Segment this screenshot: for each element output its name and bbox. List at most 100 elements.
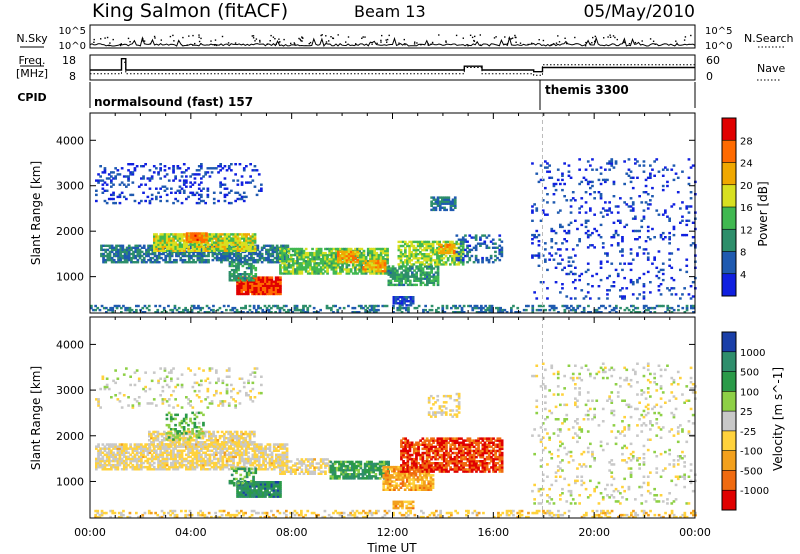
- noise-search-point: [332, 37, 335, 40]
- noise-search-point: [194, 42, 196, 45]
- heatmap-cell: [150, 193, 154, 197]
- heatmap-cell: [110, 179, 113, 182]
- heatmap-cell: [279, 284, 282, 287]
- heatmap-cell: [122, 195, 126, 199]
- heatmap-cell: [242, 306, 245, 310]
- heatmap-cell: [496, 256, 499, 260]
- heatmap-cell: [571, 260, 575, 263]
- heatmap-cell: [542, 304, 545, 308]
- heatmap-cell: [208, 249, 212, 252]
- heatmap-cell: [455, 234, 459, 237]
- heatmap-cell: [228, 252, 232, 256]
- noise-left-label: N.Sky: [16, 32, 48, 45]
- heatmap-cell: [634, 311, 637, 314]
- heatmap-cell: [525, 308, 528, 312]
- heatmap-cell: [285, 247, 289, 251]
- heatmap-cell: [148, 463, 152, 467]
- heatmap-cell: [133, 459, 137, 463]
- heatmap-cell: [157, 463, 160, 467]
- heatmap-cell: [574, 311, 577, 314]
- heatmap-cell: [356, 258, 359, 262]
- heatmap-cell: [155, 235, 158, 238]
- heatmap-cell: [406, 283, 410, 287]
- heatmap-cell: [157, 239, 160, 242]
- heatmap-cell: [245, 165, 248, 168]
- heatmap-cell: [476, 242, 480, 245]
- heatmap-cell: [167, 457, 171, 461]
- heatmap-cell: [661, 231, 665, 235]
- heatmap-cell: [287, 272, 291, 275]
- heatmap-cell: [291, 266, 295, 269]
- heatmap-cell: [358, 256, 361, 259]
- heatmap-cell: [661, 168, 665, 171]
- heatmap-cell: [360, 247, 364, 251]
- heatmap-cell: [170, 465, 173, 469]
- heatmap-cell: [691, 236, 695, 239]
- heatmap-cell: [245, 266, 249, 270]
- heatmap-cell: [373, 261, 376, 265]
- heatmap-cell: [360, 264, 364, 267]
- noise-marks: [89, 34, 696, 47]
- heatmap-cell: [391, 267, 395, 270]
- heatmap-cell: [234, 404, 237, 407]
- heatmap-cell: [642, 285, 646, 288]
- heatmap-cell: [360, 262, 364, 265]
- heatmap-cell: [225, 389, 229, 393]
- heatmap-cell: [311, 266, 314, 269]
- heatmap-cell: [281, 247, 284, 251]
- heatmap-cell: [397, 257, 401, 260]
- heatmap-cell: [421, 248, 424, 252]
- heatmap-cell: [174, 468, 177, 471]
- heatmap-cell: [148, 177, 152, 180]
- heatmap-cell: [135, 449, 139, 452]
- heatmap-cell: [689, 285, 693, 288]
- heatmap-cell: [672, 225, 676, 229]
- heatmap-cell: [377, 270, 380, 273]
- heatmap-cell: [397, 248, 401, 252]
- heatmap-cell: [200, 453, 203, 457]
- heatmap-cell: [236, 237, 240, 240]
- heatmap-cell: [619, 306, 622, 310]
- heatmap-cell: [387, 279, 391, 282]
- heatmap-cell: [384, 249, 387, 253]
- heatmap-cell: [366, 253, 370, 257]
- heatmap-cell: [225, 245, 229, 248]
- heatmap-cell: [256, 246, 260, 249]
- heatmap-cell: [400, 311, 404, 314]
- heatmap-cell: [438, 196, 442, 199]
- heatmap-cell: [197, 463, 201, 467]
- heatmap-cell: [379, 272, 383, 275]
- noise-search-point: [404, 43, 406, 46]
- heatmap-cell: [223, 451, 227, 454]
- heatmap-cell: [370, 268, 374, 271]
- heatmap-cell: [146, 465, 150, 469]
- heatmap-cell: [125, 254, 129, 258]
- heatmap-cell: [548, 164, 551, 167]
- heatmap-cell: [129, 383, 132, 387]
- heatmap-cell: [582, 308, 586, 312]
- heatmap-cell: [161, 241, 165, 244]
- heatmap-cell: [110, 244, 114, 247]
- heatmap-cell: [319, 253, 323, 257]
- heatmap-cell: [95, 459, 98, 463]
- heatmap-cell: [227, 191, 231, 194]
- heatmap-cell: [97, 179, 100, 182]
- heatmap-cell: [189, 463, 192, 467]
- heatmap-cell: [136, 254, 140, 258]
- heatmap-cell: [119, 258, 123, 262]
- noise-search-point: [420, 44, 422, 46]
- heatmap-cell: [100, 246, 103, 249]
- heatmap-cell: [474, 256, 478, 260]
- heatmap-cell: [391, 269, 395, 272]
- heatmap-cell: [405, 306, 408, 310]
- heatmap-cell: [264, 286, 267, 289]
- heatmap-cell: [110, 453, 113, 457]
- heatmap-cell: [360, 266, 364, 269]
- heatmap-cell: [140, 254, 144, 258]
- heatmap-cell: [238, 290, 242, 294]
- heatmap-cell: [219, 459, 222, 463]
- heatmap-cell: [191, 453, 195, 457]
- heatmap-cell: [670, 276, 674, 280]
- heatmap-cell: [205, 311, 209, 314]
- heatmap-cell: [210, 459, 214, 463]
